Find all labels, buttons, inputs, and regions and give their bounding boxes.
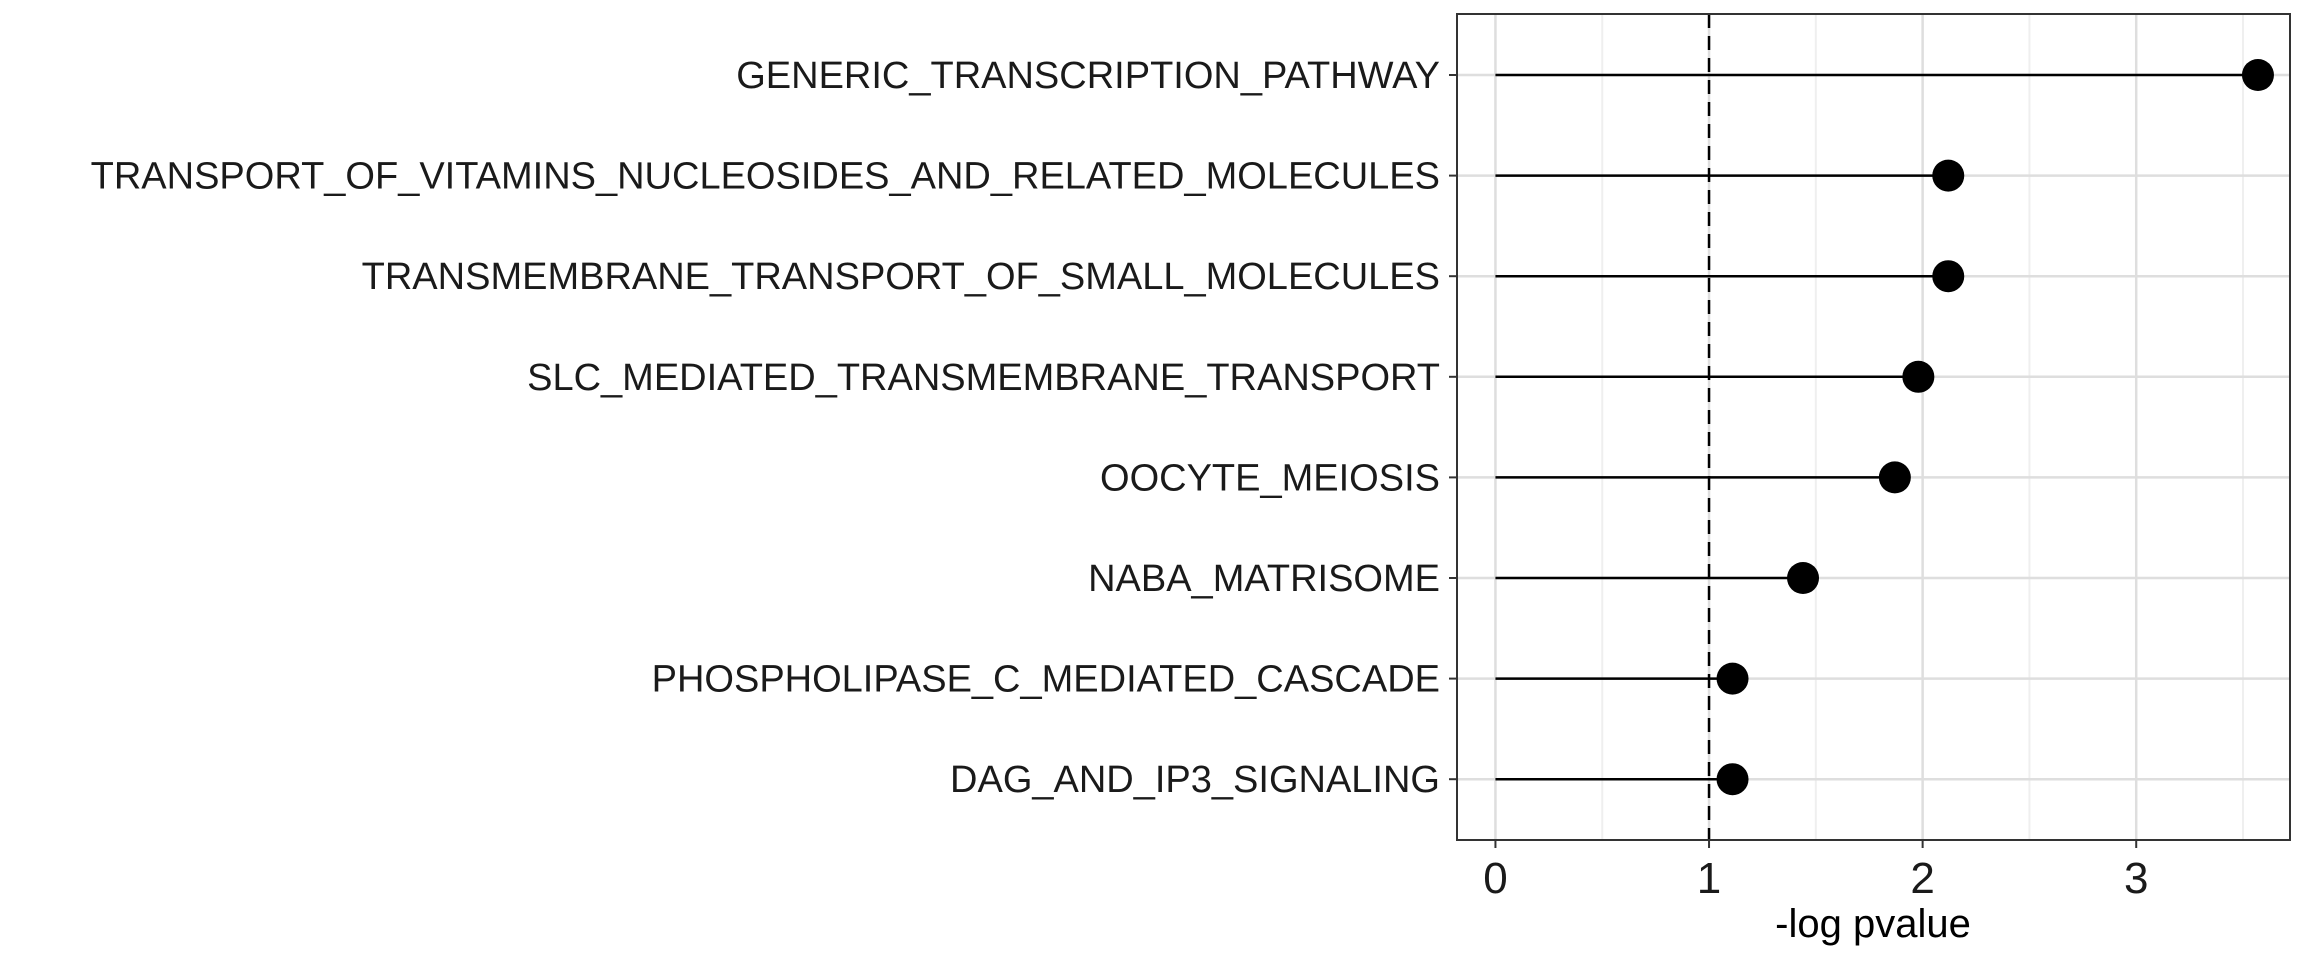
y-tick-label: DAG_AND_IP3_SIGNALING xyxy=(950,759,1440,801)
y-tick-label: NABA_MATRISOME xyxy=(1088,558,1440,600)
y-tick-label: SLC_MEDIATED_TRANSMEMBRANE_TRANSPORT xyxy=(527,357,1440,399)
data-point xyxy=(1716,763,1749,796)
x-tick-label: 3 xyxy=(2124,854,2148,903)
data-point xyxy=(1902,360,1935,393)
data-point xyxy=(1932,159,1965,192)
stems xyxy=(1495,73,2258,781)
y-tick-label: PHOSPHOLIPASE_C_MEDIATED_CASCADE xyxy=(652,659,1440,701)
panel-border xyxy=(1456,13,2291,841)
x-axis: 0 1 2 3 xyxy=(1483,840,2148,903)
x-axis-title: -log pvalue xyxy=(1775,902,1971,946)
x-tick-label: 2 xyxy=(1910,854,1934,903)
y-tick-label: TRANSPORT_OF_VITAMINS_NUCLEOSIDES_AND_RE… xyxy=(91,156,1440,198)
points xyxy=(1716,59,2274,796)
data-point xyxy=(1932,260,1965,293)
data-point xyxy=(1878,461,1911,494)
y-tick-label: TRANSMEMBRANE_TRANSPORT_OF_SMALL_MOLECUL… xyxy=(362,256,1440,298)
y-axis: GENERIC_TRANSCRIPTION_PATHWAY TRANSPORT_O… xyxy=(91,55,1457,801)
data-point xyxy=(2241,59,2274,91)
x-tick-label: 1 xyxy=(1697,854,1721,903)
y-tick-label: GENERIC_TRANSCRIPTION_PATHWAY xyxy=(736,55,1440,97)
y-tick-label: OOCYTE_MEIOSIS xyxy=(1100,457,1440,499)
data-point xyxy=(1716,662,1749,695)
grid xyxy=(1457,14,2290,840)
x-tick-label: 0 xyxy=(1483,854,1507,903)
data-point xyxy=(1787,562,1820,594)
